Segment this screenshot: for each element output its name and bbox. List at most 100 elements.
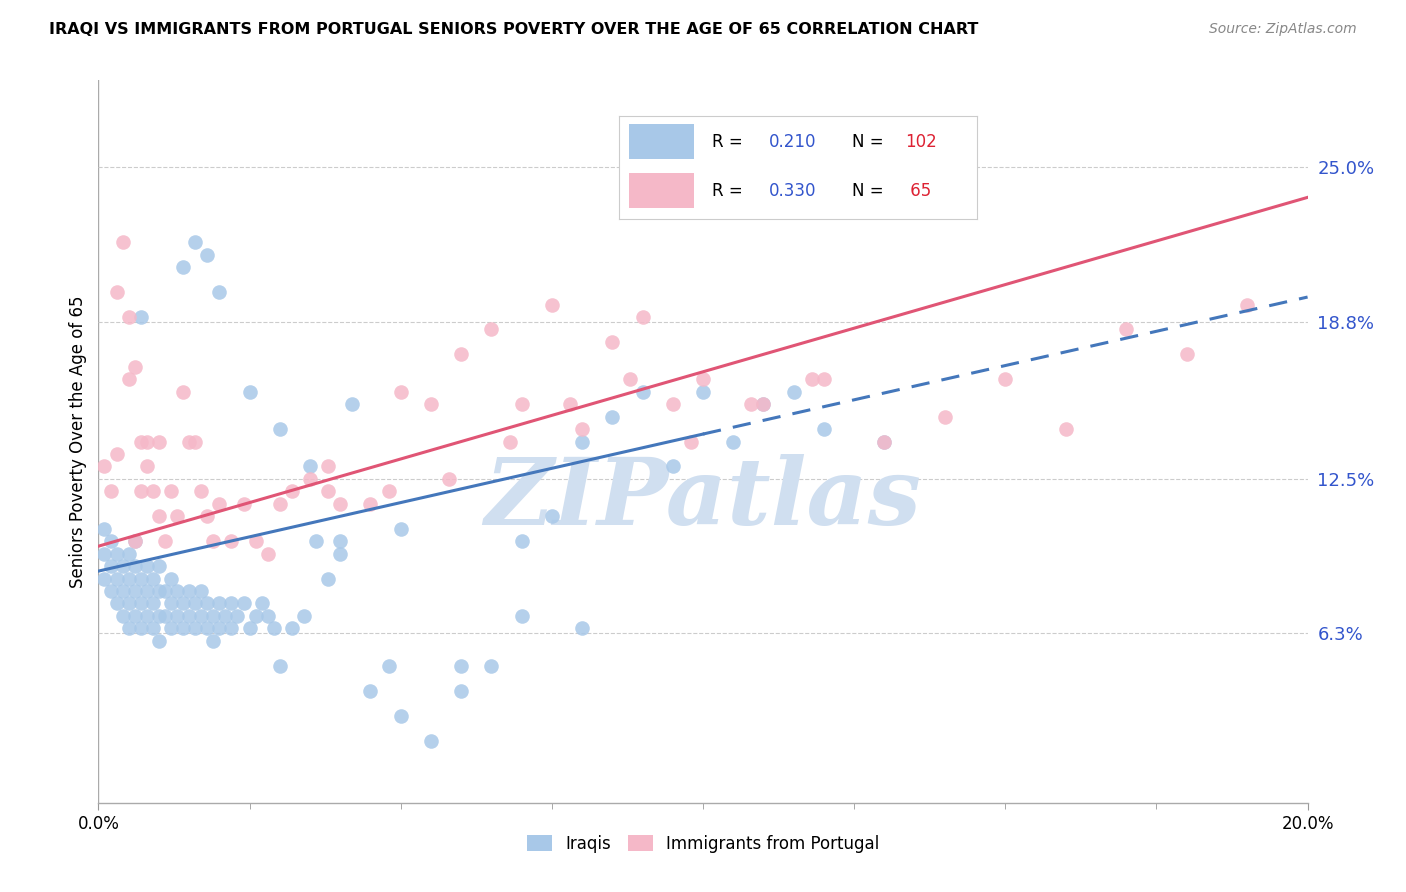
Point [692,372,714,386]
Point [148,584,170,599]
Bar [630,124,695,159]
Point [232,497,254,511]
Point [100,534,122,549]
Point [540,297,562,311]
Point [100,584,122,599]
Point [299,459,322,474]
Point [360,497,382,511]
Point [111,559,134,574]
Point [420,733,443,747]
Point [124,534,146,549]
Point [105,285,128,299]
Point [481,322,503,336]
Point [1054,422,1077,436]
Point [195,248,218,262]
Point [256,547,278,561]
Text: 0.210: 0.210 [769,133,817,151]
Point [481,658,503,673]
Point [118,621,141,635]
Point [232,597,254,611]
Point [873,434,896,449]
Point [118,372,141,386]
Point [135,559,157,574]
Point [329,497,352,511]
Point [153,609,176,624]
Point [100,559,122,574]
Point [420,397,443,411]
Point [111,584,134,599]
Point [692,384,714,399]
Point [214,609,236,624]
Point [571,434,593,449]
Point [281,621,304,635]
Point [118,572,141,586]
Point [208,597,231,611]
Point [239,621,262,635]
Point [184,235,207,250]
Point [329,534,352,549]
Point [342,397,364,411]
Text: Source: ZipAtlas.com: Source: ZipAtlas.com [1209,22,1357,37]
Point [1115,322,1137,336]
Point [221,621,243,635]
Point [124,534,146,549]
Point [148,609,170,624]
Point [166,584,188,599]
Point [184,434,207,449]
Point [800,372,823,386]
Point [571,422,593,436]
Point [437,472,460,486]
Point [93,459,115,474]
Point [292,609,315,624]
Point [202,609,225,624]
Text: 65: 65 [905,182,932,200]
Point [245,534,267,549]
Point [118,310,141,324]
Point [93,522,115,536]
Point [813,372,835,386]
Point [172,621,194,635]
Text: R =: R = [711,182,748,200]
Point [783,384,806,399]
Point [129,597,152,611]
Point [172,597,194,611]
Point [124,559,146,574]
Point [813,422,835,436]
Text: R =: R = [711,133,748,151]
Point [269,497,291,511]
Point [135,459,157,474]
Point [752,397,775,411]
Point [360,683,382,698]
Point [661,397,683,411]
Point [148,434,170,449]
Text: ZIPatlas: ZIPatlas [485,454,921,544]
Point [190,584,212,599]
Point [105,572,128,586]
Point [179,584,201,599]
Point [558,397,581,411]
Point [190,484,212,499]
Point [93,572,115,586]
Legend: Iraqis, Immigrants from Portugal: Iraqis, Immigrants from Portugal [520,828,886,860]
Point [129,572,152,586]
Point [540,509,562,524]
Point [1236,297,1258,311]
Text: IRAQI VS IMMIGRANTS FROM PORTUGAL SENIORS POVERTY OVER THE AGE OF 65 CORRELATION: IRAQI VS IMMIGRANTS FROM PORTUGAL SENIOR… [49,22,979,37]
Point [619,372,641,386]
Point [142,597,165,611]
Point [389,522,412,536]
Bar [630,173,695,208]
Point [377,484,399,499]
Point [179,434,201,449]
Point [263,621,285,635]
Point [329,547,352,561]
Point [269,422,291,436]
Point [195,597,218,611]
Point [316,484,339,499]
Point [202,534,225,549]
Point [172,260,194,274]
Point [118,597,141,611]
Point [269,658,291,673]
Point [740,397,762,411]
Text: 102: 102 [905,133,938,151]
